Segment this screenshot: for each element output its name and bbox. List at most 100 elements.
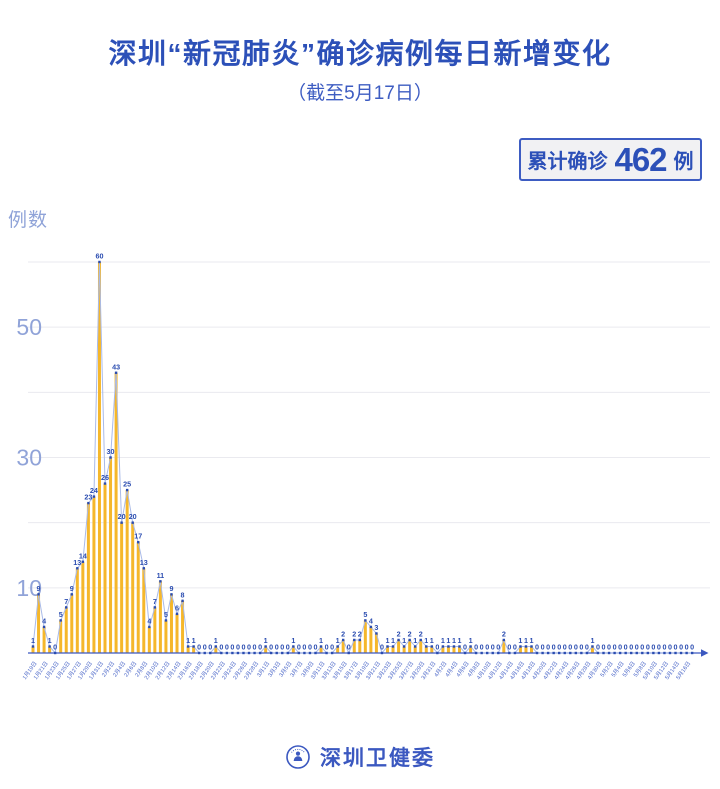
value-label: 0 [674, 643, 678, 652]
value-label: 8 [181, 590, 185, 599]
value-label: 1 [530, 636, 534, 645]
chart-marker [358, 638, 362, 642]
value-label: 5 [363, 610, 367, 619]
chart-bar [186, 646, 190, 653]
chart-bar [369, 626, 373, 653]
chart-marker [558, 651, 561, 655]
chart-marker [203, 651, 206, 655]
chart-marker [65, 606, 68, 609]
chart-marker [369, 625, 373, 629]
chart-marker [264, 645, 267, 648]
chart-bar [413, 646, 417, 653]
value-label: 1 [524, 636, 528, 645]
chart-marker [613, 651, 616, 655]
chart-bar [31, 646, 35, 653]
value-label: 0 [225, 643, 229, 652]
value-label: 0 [685, 643, 689, 652]
chart-bar [430, 646, 434, 653]
chart-marker [447, 645, 450, 648]
chart-marker [602, 651, 605, 655]
value-label: 24 [90, 486, 98, 495]
chart-marker [386, 645, 389, 648]
value-label: 0 [219, 643, 223, 652]
chart-marker [159, 580, 162, 583]
chart-marker [109, 456, 112, 459]
value-label: 2 [408, 629, 412, 638]
page-title: 深圳“新冠肺炎”确诊病例每日新增变化 [108, 38, 612, 69]
chart-marker [164, 619, 168, 622]
chart-bar [131, 522, 135, 653]
chart-marker [524, 645, 528, 648]
value-label: 14 [79, 551, 87, 560]
y-tick-label: 30 [16, 444, 42, 470]
chart-marker [242, 651, 245, 655]
value-label: 1 [264, 636, 268, 645]
chart-bar [114, 372, 118, 653]
chart-bar [419, 639, 423, 653]
value-label: 0 [496, 643, 500, 652]
chart-marker [618, 651, 622, 655]
value-label: 0 [579, 643, 583, 652]
chart-marker [480, 651, 483, 655]
chart-marker [253, 651, 256, 655]
chart-marker [402, 645, 406, 648]
value-label: 0 [679, 643, 683, 652]
value-label: 0 [286, 643, 290, 652]
chart-marker [330, 651, 334, 655]
chart-bar [452, 646, 456, 653]
chart-bar [64, 607, 68, 653]
chart-marker [391, 645, 395, 648]
chart-bar [214, 646, 218, 653]
y-axis-title: 例数 [8, 210, 49, 231]
chart-marker [59, 619, 62, 622]
chart-marker [275, 651, 278, 655]
value-label: 2 [358, 629, 362, 638]
chart-bar [358, 639, 362, 653]
chart-marker [425, 645, 428, 648]
chart-bar [458, 646, 462, 653]
footer: 深圳卫健委 [0, 742, 720, 772]
value-label: 1 [458, 636, 462, 645]
chart-marker [508, 651, 511, 655]
chart-marker [341, 638, 345, 642]
value-label: 0 [651, 643, 655, 652]
chart-marker [458, 645, 461, 648]
chart-marker [214, 645, 217, 648]
chart-bar [402, 646, 406, 653]
chart-marker [552, 651, 555, 655]
value-label: 5 [59, 610, 63, 619]
chart-marker [635, 651, 638, 655]
chart-marker [668, 651, 672, 655]
chart-marker [292, 645, 295, 648]
chart-bar [336, 646, 340, 653]
value-label: 0 [662, 643, 666, 652]
chart-marker [690, 651, 694, 655]
value-label: 1 [186, 636, 190, 645]
value-label: 0 [668, 643, 672, 652]
chart-marker [441, 645, 445, 648]
value-label: 0 [269, 643, 273, 652]
chart-bar [125, 490, 129, 653]
badge-label: 累计确诊 [527, 151, 608, 173]
value-label: 0 [568, 643, 572, 652]
chart-bar [147, 626, 151, 653]
y-tick-label: 50 [16, 314, 42, 340]
chart-marker [502, 638, 506, 642]
chart-bar [81, 561, 85, 653]
chart-marker [137, 541, 140, 544]
chart-marker [397, 638, 400, 642]
chart-marker [353, 638, 356, 642]
value-label: 0 [646, 643, 650, 652]
chart-marker [286, 651, 289, 655]
chart-marker [42, 625, 46, 629]
chart-bar [158, 581, 162, 653]
chart-marker [569, 651, 572, 655]
chart-marker [519, 645, 522, 648]
value-label: 0 [380, 643, 384, 652]
chart-marker [81, 560, 85, 563]
chart-marker [269, 651, 273, 655]
value-label: 1 [446, 636, 450, 645]
chart-marker [530, 645, 533, 648]
value-label: 3 [374, 623, 378, 632]
